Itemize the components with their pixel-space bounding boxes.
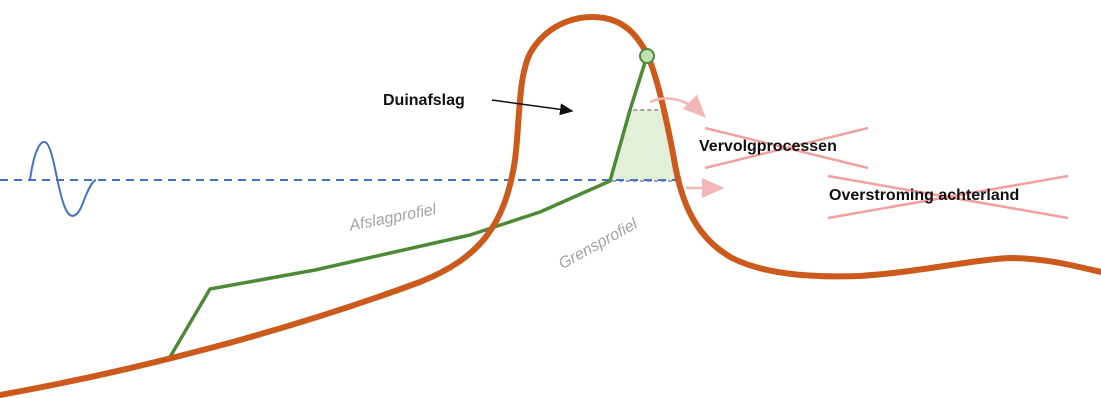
wave-icon <box>29 141 97 217</box>
cross-out-icon <box>827 174 1069 220</box>
erosion-profile-line <box>168 55 649 358</box>
faded-arrow-icon <box>649 94 706 118</box>
dune-profile-line <box>0 14 1101 398</box>
pointer-arrow-icon <box>491 99 574 116</box>
circle-marker-icon <box>639 48 655 64</box>
hinterland-flooding-label: Overstroming achterland <box>829 187 1020 204</box>
follow-up-processes-label: Vervolgprocessen <box>699 138 837 155</box>
dune-erosion-label: Duinafslag <box>383 92 465 109</box>
cross-out-icon <box>704 126 869 170</box>
